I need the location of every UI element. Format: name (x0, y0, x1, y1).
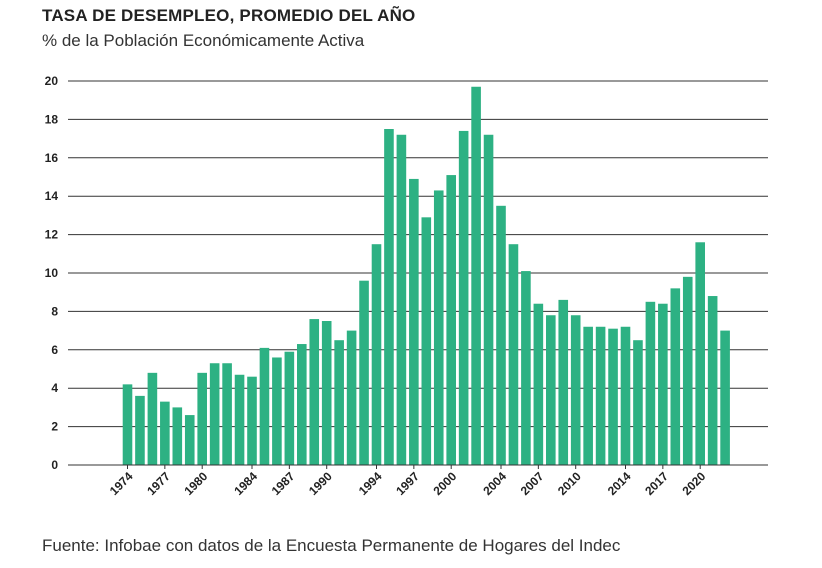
bar-2019 (682, 276, 693, 465)
bar-2020 (695, 242, 705, 465)
y-tick-label: 14 (45, 189, 59, 203)
bar-2004 (496, 205, 506, 466)
y-tick-label: 6 (51, 343, 58, 357)
bar-1977 (160, 401, 170, 465)
bar-1979 (184, 415, 195, 465)
bar-1980 (197, 372, 207, 465)
bar-1989 (309, 319, 320, 465)
source-note: Fuente: Infobae con datos de la Encuesta… (42, 536, 621, 555)
y-tick-label: 4 (51, 381, 58, 395)
bar-2018 (670, 288, 681, 465)
bar-1994 (371, 244, 382, 465)
bar-1993 (359, 280, 369, 465)
bar-chart: 0 2 4 6 8 10 12 14 16 18 20 1974 1977 1980 1984 1987 199… (45, 74, 768, 498)
bar-2006 (521, 271, 531, 465)
bar-2013 (608, 328, 618, 465)
bar-2022 (720, 330, 730, 465)
bar-2015 (633, 340, 643, 465)
bar-2021 (707, 296, 718, 465)
bar-1975 (135, 395, 145, 465)
y-tick-label: 16 (45, 151, 59, 165)
x-tick-label: 2007 (518, 469, 547, 498)
bar-1996 (396, 134, 407, 465)
chart-title: TASA DE DESEMPLEO, PROMEDIO DEL AÑO (42, 6, 416, 25)
bar-2009 (558, 299, 569, 465)
bar-2002 (471, 86, 481, 465)
y-tick-label: 2 (51, 420, 58, 434)
x-tick-label: 2017 (642, 469, 671, 498)
chart-subtitle: % de la Población Económicamente Activa (42, 31, 365, 50)
y-tick-label: 0 (51, 458, 58, 472)
bar-1974 (122, 384, 133, 465)
x-tick-label: 2000 (431, 469, 460, 498)
bar-2010 (570, 315, 581, 465)
bar-1976 (147, 372, 158, 465)
bar-2014 (620, 326, 631, 465)
x-tick-label: 1977 (144, 469, 173, 498)
bar-1985 (259, 347, 270, 465)
bar-1986 (272, 357, 282, 465)
bar-1983 (234, 374, 245, 465)
bar-2017 (658, 303, 668, 465)
x-tick-label: 1974 (107, 469, 136, 498)
bar-2011 (583, 326, 593, 465)
bar-2012 (595, 326, 606, 465)
bar-1990 (321, 321, 332, 465)
bar-1997 (409, 178, 419, 466)
bar-1999 (433, 190, 444, 465)
y-tick-label: 8 (51, 304, 58, 318)
x-tick-label: 1980 (182, 469, 211, 498)
y-tick-label: 10 (45, 266, 59, 280)
bar-1984 (247, 376, 257, 465)
x-tick-label: 1984 (231, 469, 260, 498)
x-tick-label: 1994 (356, 469, 385, 498)
bar-2008 (546, 315, 556, 465)
bar-1982 (222, 363, 232, 465)
bar-2001 (458, 130, 469, 466)
bar-1995 (384, 129, 394, 465)
x-tick-label: 1987 (269, 469, 298, 498)
bar-1987 (284, 351, 295, 465)
bar-1991 (334, 340, 344, 465)
bar-1981 (209, 363, 220, 465)
bar-2016 (645, 301, 656, 465)
bar-1992 (346, 330, 357, 465)
x-tick-label: 2010 (555, 469, 584, 498)
x-tick-label: 2004 (480, 469, 509, 498)
bar-1988 (297, 344, 307, 465)
bar-1978 (172, 407, 183, 465)
x-tick-label: 2014 (605, 469, 634, 498)
bar-2005 (508, 244, 519, 465)
x-tick-label: 1990 (306, 469, 335, 498)
y-tick-label: 20 (45, 74, 59, 88)
bar-1998 (421, 217, 432, 465)
y-tick-label: 18 (45, 112, 59, 126)
x-tick-label: 1997 (393, 469, 422, 498)
bar-2000 (446, 175, 456, 465)
x-tick-label: 2020 (680, 469, 709, 498)
bar-2003 (483, 134, 494, 465)
bar-2007 (533, 303, 544, 465)
y-tick-label: 12 (45, 228, 59, 242)
